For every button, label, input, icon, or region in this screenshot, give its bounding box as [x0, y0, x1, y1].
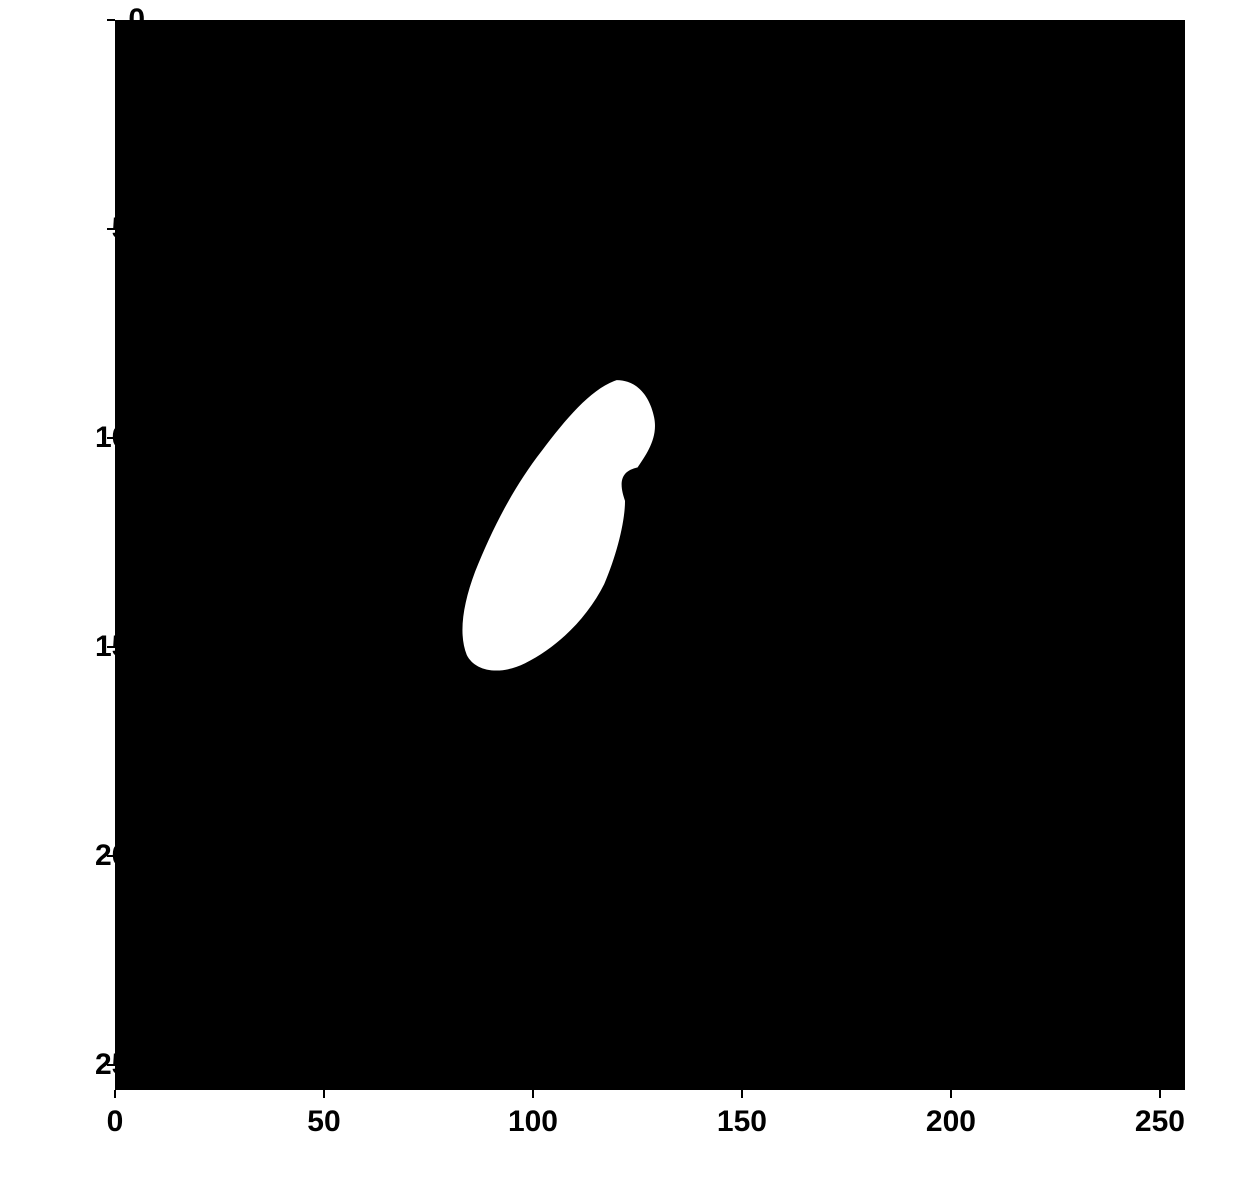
y-tick-label: 50: [112, 212, 145, 246]
x-tick-mark: [114, 1090, 116, 1098]
y-tick-label: 250: [95, 1048, 145, 1082]
x-tick-label: 50: [307, 1105, 340, 1139]
y-tick-mark: [107, 1064, 115, 1066]
y-tick-mark: [107, 437, 115, 439]
y-tick-mark: [107, 855, 115, 857]
mask-svg: [117, 22, 1183, 1088]
plot-area: [115, 20, 1185, 1090]
x-tick-label: 0: [107, 1105, 124, 1139]
y-tick-mark: [107, 19, 115, 21]
y-tick-mark: [107, 646, 115, 648]
x-tick-label: 200: [926, 1105, 976, 1139]
x-tick-label: 150: [717, 1105, 767, 1139]
y-tick-label: 0: [128, 3, 145, 37]
y-tick-label: 100: [95, 421, 145, 455]
x-tick-label: 250: [1135, 1105, 1185, 1139]
x-tick-label: 100: [508, 1105, 558, 1139]
x-tick-mark: [741, 1090, 743, 1098]
chart-container: 050100150200250050100150200250: [115, 20, 1230, 1150]
y-tick-label: 200: [95, 839, 145, 873]
y-tick-label: 150: [95, 630, 145, 664]
x-tick-mark: [950, 1090, 952, 1098]
x-tick-mark: [532, 1090, 534, 1098]
x-tick-mark: [1159, 1090, 1161, 1098]
mask-blob: [462, 380, 655, 670]
y-tick-mark: [107, 228, 115, 230]
x-tick-mark: [323, 1090, 325, 1098]
